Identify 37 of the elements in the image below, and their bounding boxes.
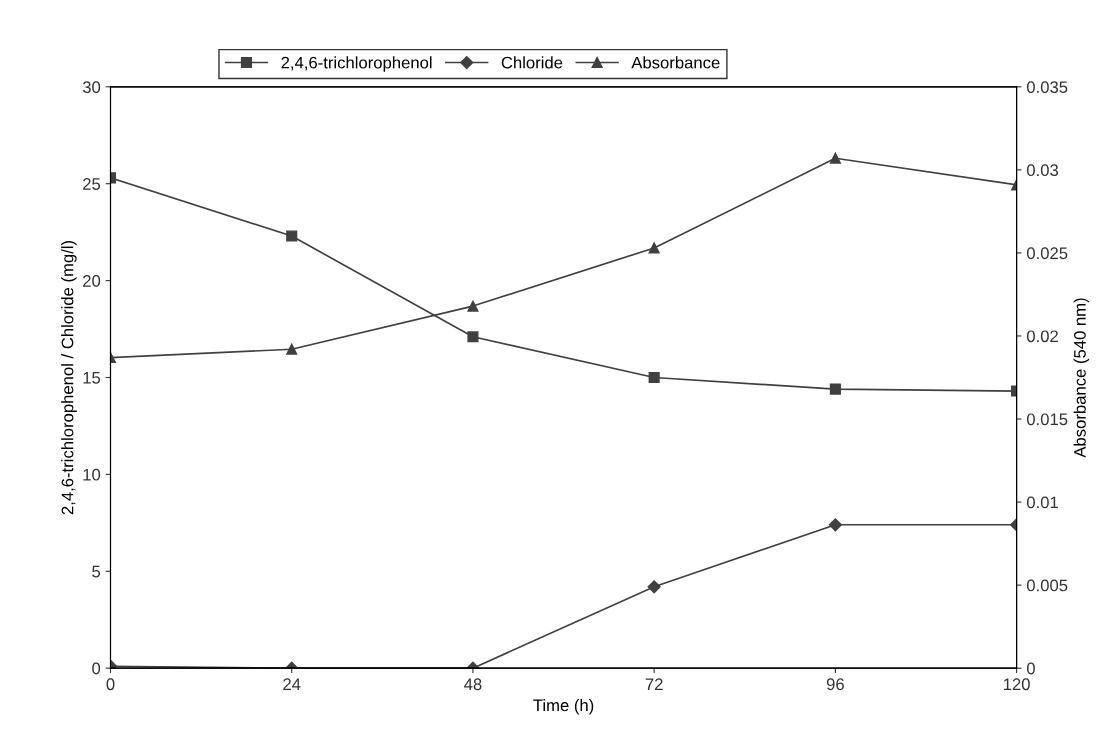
y-tick-label: 0 — [92, 662, 101, 675]
point — [467, 300, 479, 312]
y2-tick-label: 0.035 — [1026, 81, 1068, 94]
x-tick-label: 0 — [106, 678, 115, 691]
point — [829, 383, 841, 395]
x-tick-label: 24 — [283, 678, 301, 690]
point — [286, 230, 298, 242]
y2-tick-label: 0.015 — [1026, 413, 1068, 426]
y-tick-label: 5 — [92, 565, 101, 578]
point — [286, 343, 298, 355]
x-tick-label: 48 — [464, 678, 482, 691]
y-axis-title: 2,4,6-trichlorophenol / Chloride (mg/l) — [61, 240, 77, 515]
y2-tick-label: 0.025 — [1026, 247, 1068, 260]
x-axis-title: Time (h) — [533, 698, 594, 715]
x-tick-label: 120 — [1003, 678, 1030, 691]
y2-axis-title: Absorbance (540 nm) — [1073, 298, 1090, 458]
point — [648, 242, 660, 254]
y2-tick-label: 0 — [1026, 662, 1035, 675]
legend-label: Absorbance — [631, 56, 720, 69]
y-tick-label: 15 — [83, 372, 101, 384]
x-tick-label: 72 — [645, 678, 663, 690]
legend-label: 2,4,6-trichlorophenol — [281, 56, 432, 72]
y2-tick-label: 0.03 — [1026, 164, 1059, 177]
point — [647, 580, 661, 594]
point — [829, 152, 841, 164]
point — [828, 518, 842, 532]
x-tick-label: 96 — [826, 678, 844, 691]
y-tick-label: 20 — [83, 275, 101, 287]
y2-tick-label: 0.02 — [1026, 330, 1058, 343]
y-tick-label: 25 — [83, 178, 101, 190]
legend-label: Chloride — [501, 56, 563, 69]
point — [467, 331, 479, 343]
y-tick-label: 10 — [83, 468, 101, 481]
point — [648, 371, 660, 384]
y2-tick-label: 0.005 — [1026, 579, 1068, 592]
y-tick-label: 30 — [82, 81, 101, 94]
y2-tick-label: 0.01 — [1026, 496, 1058, 509]
